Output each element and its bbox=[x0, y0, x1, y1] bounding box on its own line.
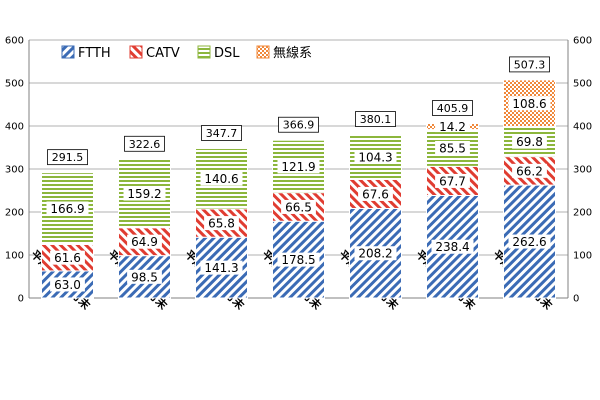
y-tick-label-right: 0 bbox=[573, 294, 579, 305]
value-label-bg bbox=[435, 121, 470, 133]
total-label: 322.6 bbox=[129, 138, 161, 151]
value-label: 69.8 bbox=[516, 135, 543, 149]
value-label-bg bbox=[508, 234, 551, 249]
total-box bbox=[509, 56, 550, 73]
legend-swatch-無線系 bbox=[256, 45, 270, 59]
total-label: 291.5 bbox=[52, 151, 84, 164]
total-label: 347.7 bbox=[206, 127, 238, 140]
value-label-bg bbox=[358, 186, 393, 201]
value-label-bg bbox=[435, 140, 470, 155]
y-tick-label-left: 200 bbox=[5, 208, 24, 219]
value-label-bg bbox=[127, 269, 162, 284]
total-label: 507.3 bbox=[514, 58, 546, 71]
value-label: 140.6 bbox=[204, 172, 238, 186]
value-label: 63.0 bbox=[54, 278, 81, 292]
y-tick-label-left: 600 bbox=[5, 36, 24, 47]
y-tick-label-left: 500 bbox=[5, 79, 24, 90]
value-label-bg bbox=[123, 186, 166, 201]
y-tick-label-right: 300 bbox=[573, 165, 592, 176]
y-tick-label-right: 100 bbox=[573, 251, 592, 262]
legend-label: DSL bbox=[214, 46, 240, 61]
value-label-bg bbox=[204, 216, 239, 231]
value-label: 166.9 bbox=[50, 202, 84, 216]
legend-label: FTTH bbox=[78, 46, 111, 61]
value-label: 208.2 bbox=[358, 247, 392, 261]
y-tick-label-left: 400 bbox=[5, 122, 24, 133]
value-label-bg bbox=[200, 171, 243, 186]
y-tick-label-right: 500 bbox=[573, 79, 592, 90]
value-label-bg bbox=[354, 149, 397, 164]
total-box bbox=[47, 149, 88, 166]
value-label: 14.2 bbox=[439, 120, 466, 134]
value-label-bg bbox=[435, 173, 470, 188]
total-box bbox=[432, 100, 473, 116]
total-label: 405.9 bbox=[437, 102, 469, 115]
y-tick-label-left: 100 bbox=[5, 251, 24, 262]
total-label: 380.1 bbox=[360, 113, 392, 126]
value-label-bg bbox=[277, 252, 320, 267]
value-label: 67.7 bbox=[439, 174, 466, 188]
legend-swatch-dsl bbox=[197, 45, 211, 59]
value-label: 178.5 bbox=[281, 253, 315, 267]
value-labels: 63.0 61.6 166.9 291.5 98.5 64.9 159.2 322.6 141.… bbox=[46, 56, 551, 292]
value-label-bg bbox=[46, 201, 89, 216]
value-label: 98.5 bbox=[131, 270, 158, 284]
value-label: 85.5 bbox=[439, 141, 466, 155]
total-box bbox=[355, 111, 396, 127]
total-box bbox=[201, 125, 242, 141]
value-label-bg bbox=[277, 159, 320, 174]
total-box bbox=[124, 135, 165, 152]
value-label-bg bbox=[512, 163, 547, 178]
y-tick-label-right: 200 bbox=[573, 208, 592, 219]
value-label: 66.2 bbox=[516, 164, 543, 178]
value-label: 64.9 bbox=[131, 235, 158, 249]
total-box bbox=[278, 116, 319, 133]
legend-label: 無線系 bbox=[273, 45, 312, 61]
value-label: 61.6 bbox=[54, 251, 81, 265]
value-label: 108.6 bbox=[512, 97, 546, 111]
legend-label: CATV bbox=[146, 46, 180, 61]
value-label: 238.4 bbox=[435, 240, 469, 254]
value-label-bg bbox=[354, 246, 397, 261]
value-label: 66.5 bbox=[285, 200, 312, 214]
y-tick-label-left: 0 bbox=[18, 294, 24, 305]
value-label-bg bbox=[50, 277, 85, 292]
value-label-bg bbox=[431, 239, 474, 254]
value-label: 104.3 bbox=[358, 150, 392, 164]
value-label-bg bbox=[200, 260, 243, 275]
legend-swatch-catv bbox=[129, 45, 143, 59]
value-label: 65.8 bbox=[208, 217, 235, 231]
value-label-bg bbox=[281, 199, 316, 214]
value-label: 67.6 bbox=[362, 187, 389, 201]
y-tick-label-left: 300 bbox=[5, 165, 24, 176]
value-label: 159.2 bbox=[127, 187, 161, 201]
y-tick-label-right: 600 bbox=[573, 36, 592, 47]
value-label-bg bbox=[512, 134, 547, 149]
value-label: 262.6 bbox=[512, 235, 546, 249]
total-label: 366.9 bbox=[283, 119, 315, 132]
value-label-bg bbox=[50, 250, 85, 265]
value-label-bg bbox=[127, 234, 162, 249]
y-tick-label-right: 400 bbox=[573, 122, 592, 133]
legend-swatch-ftth bbox=[61, 45, 75, 59]
value-label-bg bbox=[508, 96, 551, 111]
value-label: 141.3 bbox=[204, 261, 238, 275]
legend: FTTH CATV DSL 無線系 bbox=[61, 45, 312, 61]
value-label: 121.9 bbox=[281, 160, 315, 174]
